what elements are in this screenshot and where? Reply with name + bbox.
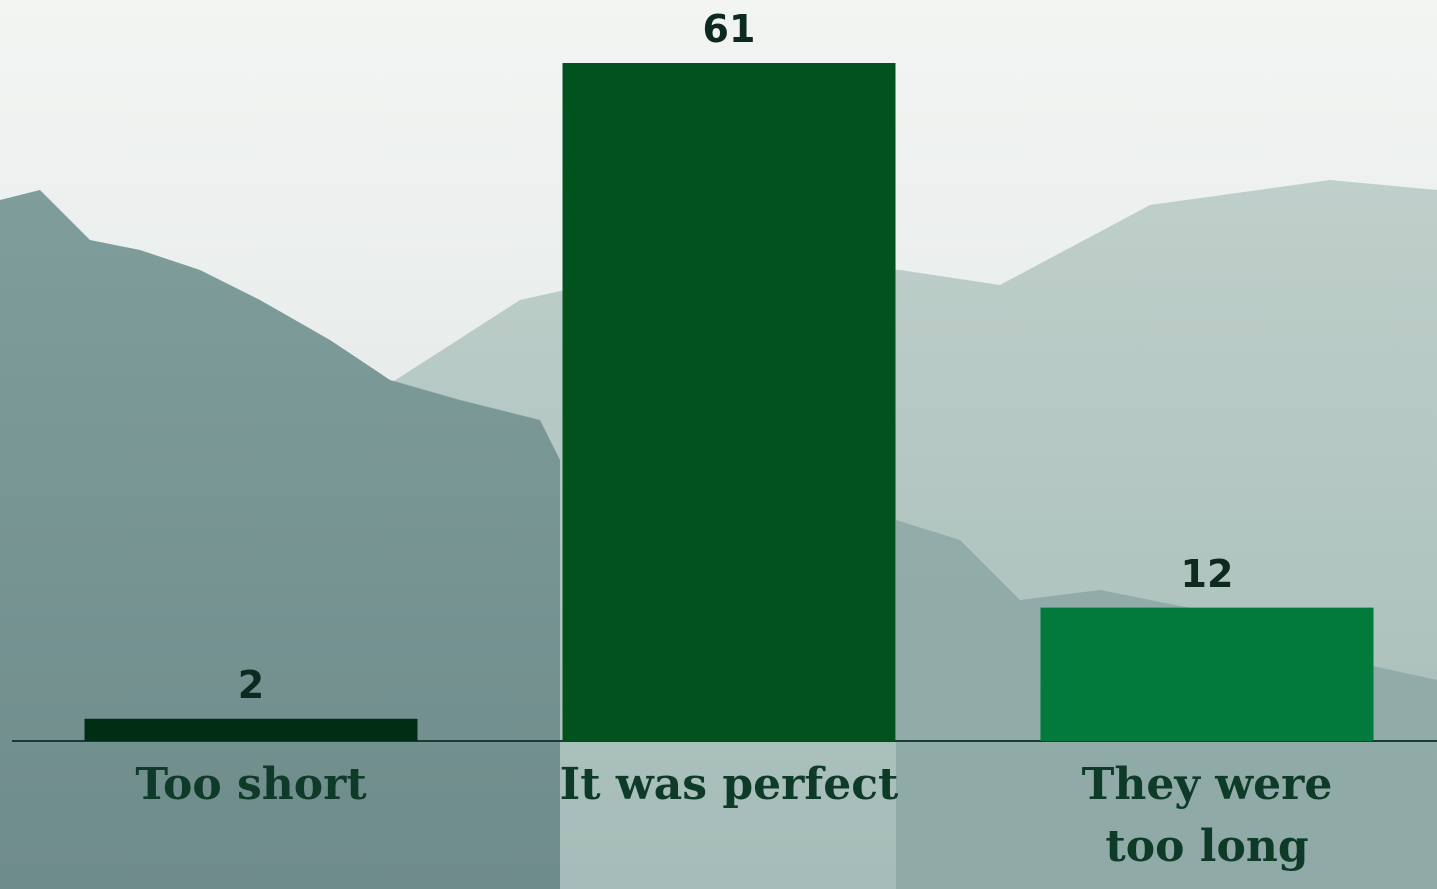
x-tick-label: Too short	[135, 759, 367, 810]
value-label: 2	[237, 662, 265, 707]
x-tick-label: It was perfect	[559, 759, 899, 810]
value-label: 12	[1180, 551, 1234, 596]
value-label: 61	[702, 7, 756, 51]
bar	[1040, 607, 1374, 741]
bar	[562, 63, 896, 741]
forest	[0, 190, 560, 889]
x-tick-label: They were too long	[1081, 759, 1333, 872]
bar	[84, 718, 418, 741]
